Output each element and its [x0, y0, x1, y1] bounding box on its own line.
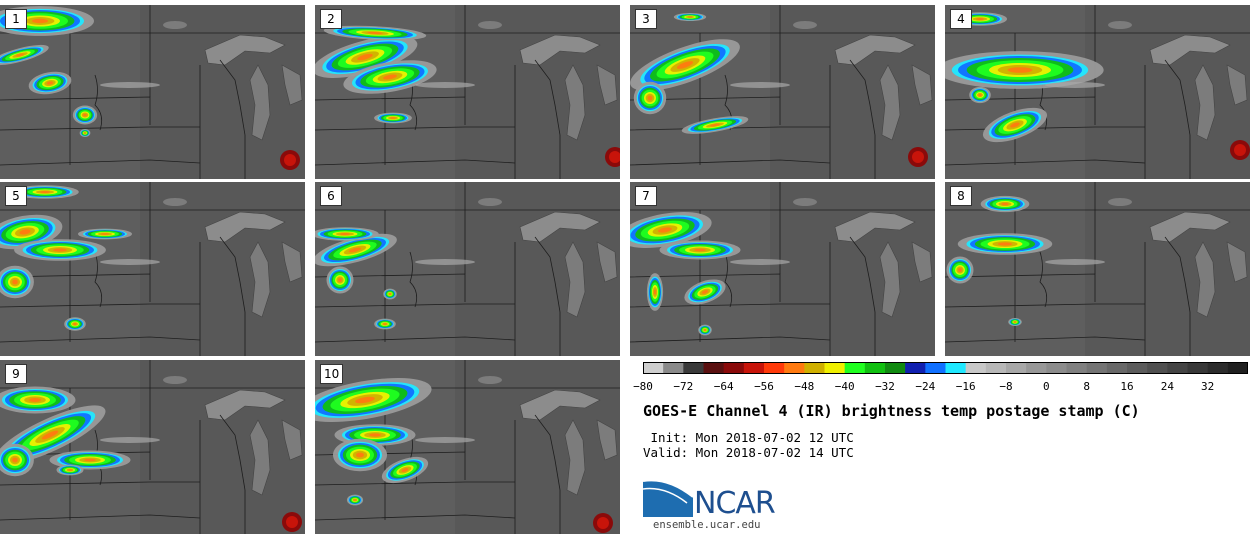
- colorbar-tick-label: −64: [713, 380, 734, 393]
- ir-satellite-map: [315, 360, 620, 534]
- colorbar-tick-label: −16: [955, 380, 976, 393]
- ir-satellite-map: [630, 182, 935, 356]
- map-panel-4: 4: [945, 5, 1250, 179]
- ir-satellite-map: [315, 182, 620, 356]
- ir-satellite-map: [0, 182, 305, 356]
- colorbar-segment: [764, 362, 785, 374]
- colorbar-tick-label: −40: [834, 380, 855, 393]
- ensemble-url: ensemble.ucar.edu: [653, 519, 761, 531]
- ir-satellite-map: [315, 5, 620, 179]
- colorbar-segment: [824, 362, 846, 374]
- panel-number-label: 5: [5, 186, 27, 206]
- temperature-colorbar: [643, 362, 1248, 374]
- panel-number-label: 1: [5, 9, 27, 29]
- ir-satellite-map: [945, 182, 1250, 356]
- colorbar-outline: [643, 362, 1248, 374]
- ir-satellite-map: [0, 5, 305, 179]
- colorbar-segment: [804, 362, 825, 374]
- colorbar-segment: [1207, 362, 1229, 374]
- colorbar-tick-label: −32: [875, 380, 895, 393]
- chart-title: GOES-E Channel 4 (IR) brightness temp po…: [643, 402, 1140, 420]
- colorbar-segment: [723, 362, 745, 374]
- map-panel-3: 3: [630, 5, 935, 179]
- ncar-logo-icon: [643, 479, 693, 517]
- colorbar-segment: [1066, 362, 1088, 374]
- colorbar-segment: [1106, 362, 1128, 374]
- colorbar-segment: [1006, 362, 1027, 374]
- valid-time: Valid: Mon 2018-07-02 14 UTC: [643, 445, 854, 460]
- map-panel-7: 7: [630, 182, 935, 356]
- map-panel-10: 10: [315, 360, 620, 534]
- panel-number-label: 3: [635, 9, 657, 29]
- panel-number-label: 10: [320, 364, 344, 384]
- colorbar-segment: [663, 362, 684, 374]
- map-panel-1: 1: [0, 5, 305, 179]
- colorbar-segment: [925, 362, 946, 374]
- panel-number-label: 6: [320, 186, 342, 206]
- panel-number-label: 8: [950, 186, 972, 206]
- colorbar-segment: [683, 362, 704, 374]
- colorbar-segment: [1026, 362, 1047, 374]
- colorbar-segment: [1046, 362, 1067, 374]
- panel-number-label: 2: [320, 9, 342, 29]
- colorbar-tick-label: −48: [794, 380, 815, 393]
- colorbar-tick-label: 16: [1120, 380, 1134, 393]
- colorbar-tick-label: 8: [1083, 380, 1090, 393]
- colorbar-segment: [1127, 362, 1148, 374]
- map-panel-8: 8: [945, 182, 1250, 356]
- colorbar-tick-label: −24: [915, 380, 936, 393]
- colorbar-segment: [905, 362, 926, 374]
- colorbar-segment: [784, 362, 805, 374]
- colorbar-tick-label: 32: [1201, 380, 1215, 393]
- colorbar-segment: [1167, 362, 1188, 374]
- colorbar-segment: [643, 362, 664, 374]
- colorbar-tick-label: −56: [754, 380, 774, 393]
- map-panel-5: 5: [0, 182, 305, 356]
- colorbar-segment: [945, 362, 967, 374]
- colorbar-segment: [844, 362, 866, 374]
- colorbar-segment: [864, 362, 886, 374]
- colorbar-segment: [1187, 362, 1209, 374]
- colorbar-tick-label: 0: [1043, 380, 1050, 393]
- ir-satellite-map: [945, 5, 1250, 179]
- colorbar-tick-label: −80: [633, 380, 653, 393]
- colorbar-segment: [1147, 362, 1168, 374]
- panel-number-label: 4: [950, 9, 972, 29]
- colorbar-segment: [985, 362, 1007, 374]
- map-panel-2: 2: [315, 5, 620, 179]
- map-panel-9: 9: [0, 360, 305, 534]
- init-time: Init: Mon 2018-07-02 12 UTC: [643, 430, 854, 445]
- colorbar-tick-label: 24: [1160, 380, 1174, 393]
- map-panel-6: 6: [315, 182, 620, 356]
- ir-satellite-map: [0, 360, 305, 534]
- panel-number-label: 9: [5, 364, 27, 384]
- colorbar-tick-label: −8: [999, 380, 1013, 393]
- colorbar-segment: [1227, 362, 1248, 374]
- colorbar-segment: [743, 362, 765, 374]
- colorbar-segment: [965, 362, 987, 374]
- colorbar-segment: [703, 362, 725, 374]
- colorbar-tick-label: −72: [673, 380, 694, 393]
- ir-satellite-map: [630, 5, 935, 179]
- colorbar-segment: [1086, 362, 1108, 374]
- colorbar-segment: [885, 362, 906, 374]
- panel-number-label: 7: [635, 186, 657, 206]
- ncar-logo-text: NCAR: [694, 486, 776, 521]
